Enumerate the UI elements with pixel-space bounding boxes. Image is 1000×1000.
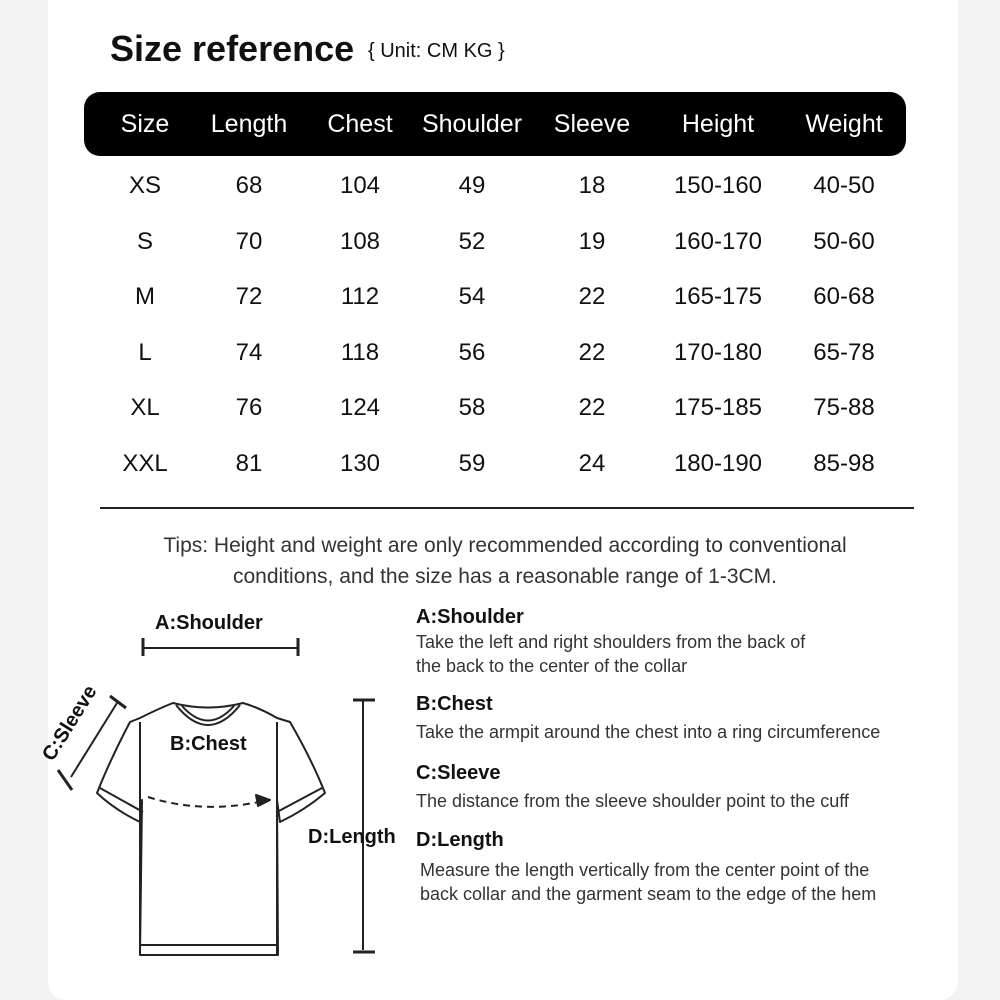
table-cell: 65-78 [813,338,875,366]
table-cell: 76 [235,394,263,421]
table-cell: 24 [578,449,606,477]
size-chart-card [48,0,958,1000]
table-header [84,92,906,156]
table-cell: 18 [578,172,606,199]
table-cell: 49 [458,172,486,199]
length-arrow [353,698,375,954]
tshirt-outline [96,702,326,956]
table-cell: 175-185 [673,394,763,421]
measure-label-sleeve: C:Sleeve [416,762,501,784]
column-header: Height [681,110,755,138]
measure-label-length: D:Length [416,829,504,851]
measure-desc-length: Measure the length vertically from the c… [420,858,876,906]
shoulder-diagram-label: A:Shoulder [155,612,263,634]
desc-line: Measure the length vertically from the c… [420,860,870,880]
measure-desc-sleeve: The distance from the sleeve shoulder po… [416,789,849,813]
table-cell: 150-160 [673,172,763,199]
table-cell: 56 [458,338,486,366]
table-cell: 170-180 [673,338,763,366]
column-header: Shoulder [421,110,523,138]
table-cell: 70 [235,227,263,255]
sleeve-arrow [56,694,127,791]
page-title: Size reference [110,28,355,69]
table-cell: XL [130,394,160,421]
chest-diagram-label: B:Chest [170,733,247,755]
column-header: Sleeve [553,110,631,138]
column-header: Weight [805,110,883,138]
table-cell: 160-170 [673,227,763,255]
table-cell: S [136,227,153,255]
column-header: Size [120,110,170,138]
shoulder-arrow [141,638,300,656]
desc-line: back collar and the garment seam to the … [420,884,877,904]
table-cell: 50-60 [813,227,875,255]
table-cell: 52 [458,227,486,255]
table-cell: 124 [339,394,381,421]
column-header: Chest [327,110,393,138]
table-cell: XS [128,172,161,199]
table-cell: 22 [578,394,606,421]
tips-line: Tips: Height and weight are only recomme… [163,534,847,557]
table-cell: 75-88 [813,394,875,421]
measure-label-shoulder: A:Shoulder [416,606,524,628]
desc-line: the back to the center of the collar [416,656,688,676]
table-cell: 104 [339,172,381,199]
unit-label: { Unit: CM KG } [368,40,505,62]
measure-desc-shoulder: Take the left and right shoulders from t… [416,630,805,678]
table-cell: 54 [458,283,486,310]
table-cell: 40-50 [813,172,875,199]
table-cell: 58 [458,394,486,421]
tips-text: Tips: Height and weight are only recomme… [80,530,930,592]
table-cell: 165-175 [673,283,763,310]
table-cell: 59 [458,449,486,477]
desc-line: The distance from the sleeve shoulder po… [416,791,849,811]
table-cell: 60-68 [813,283,875,310]
desc-line: Take the left and right shoulders from t… [416,632,806,652]
desc-line: Take the armpit around the chest into a … [416,722,881,742]
table-cell: M [135,283,155,310]
column-header: Length [210,110,288,138]
table-cell: 22 [578,283,606,310]
tips-line: conditions, and the size has a reasonabl… [232,565,777,588]
table-cell: 130 [339,449,381,477]
table-cell: L [138,338,152,366]
chest-arrow [147,796,269,808]
divider [100,507,914,509]
table-cell: 81 [235,449,263,477]
table-cell: 68 [235,172,263,199]
table-cell: 108 [339,227,381,255]
table-cell: 19 [578,227,606,255]
table-cell: 74 [235,338,263,366]
table-cell: 85-98 [813,449,875,477]
table-cell: XXL [122,449,168,477]
table-cell: 22 [578,338,606,366]
table-cell: 118 [340,338,380,366]
table-cell: 180-190 [673,449,763,477]
length-diagram-label: D:Length [308,826,396,848]
measure-desc-chest: Take the armpit around the chest into a … [416,720,880,744]
table-cell: 112 [340,283,380,310]
table-cell: 72 [235,283,263,310]
measure-label-chest: B:Chest [416,693,493,715]
